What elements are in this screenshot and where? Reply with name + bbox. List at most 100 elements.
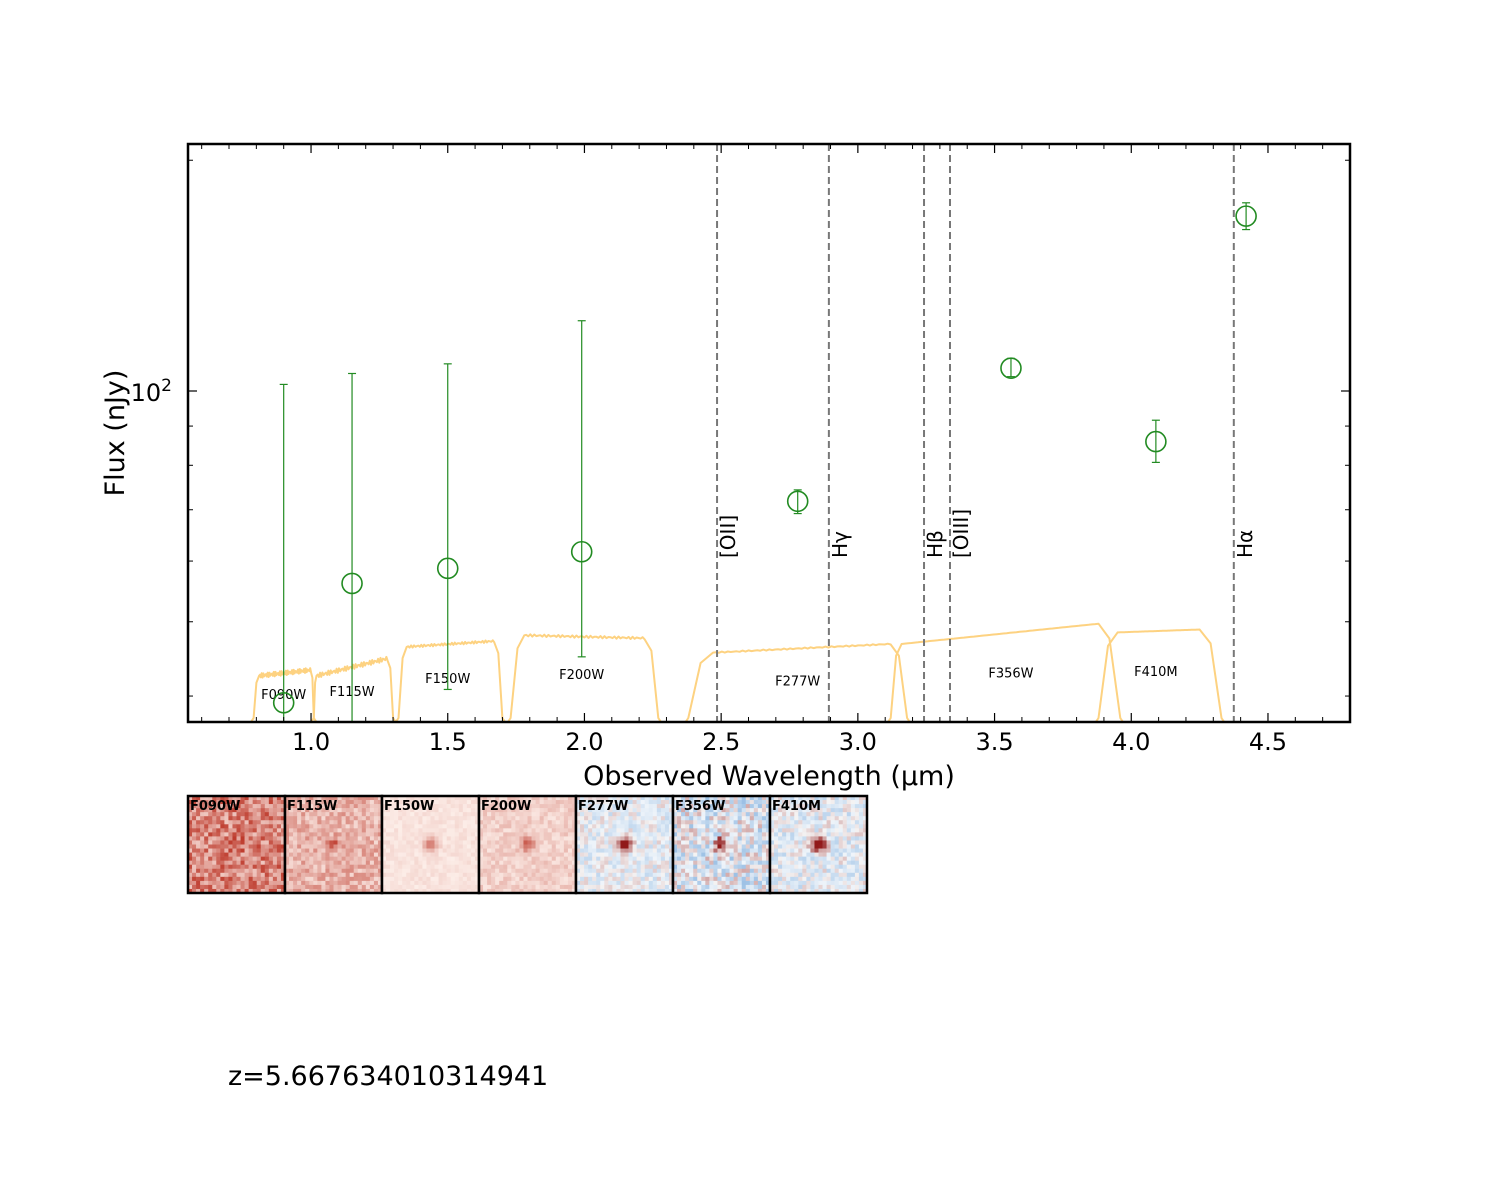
cutout-pixel xyxy=(604,800,609,805)
cutout-pixel xyxy=(515,880,520,886)
cutout-pixel xyxy=(774,856,779,861)
cutout-pixel xyxy=(208,828,213,833)
cutout-pixel xyxy=(280,856,286,861)
cutout-pixel xyxy=(454,808,460,813)
cutout-pixel xyxy=(244,820,249,825)
cutout-pixel xyxy=(632,816,637,821)
cutout-pixel xyxy=(454,876,460,882)
cutout-pixel xyxy=(301,880,306,886)
cutout-pixel xyxy=(854,836,860,841)
cutout-pixel xyxy=(535,832,540,837)
cutout-pixel xyxy=(592,796,597,801)
data-point-4 xyxy=(786,489,809,515)
cutout-pixel xyxy=(305,872,310,878)
cutout-pixel xyxy=(628,796,633,801)
cutout-pixel xyxy=(543,832,549,837)
cutout-pixel xyxy=(543,864,549,870)
cutout-pixel xyxy=(693,868,698,874)
cutout-pixel xyxy=(507,872,512,878)
cutout-pixel xyxy=(733,836,738,841)
cutout-pixel xyxy=(345,860,350,866)
cutout-pixel xyxy=(709,828,714,833)
cutout-pixel xyxy=(511,860,516,866)
cutout-pixel xyxy=(309,864,314,870)
cutout-pixel xyxy=(705,796,710,801)
cutout-pixel xyxy=(838,876,844,882)
cutout-pixel xyxy=(636,820,641,825)
cutout-pixel xyxy=(765,836,771,841)
cutout-pixel xyxy=(774,836,779,841)
cutout-pixel xyxy=(701,812,706,817)
cutout-pixel xyxy=(216,848,221,853)
cutout-pixel xyxy=(814,884,819,890)
cutout-pixel xyxy=(325,828,330,833)
cutout-pixel xyxy=(386,840,391,845)
cutout-pixel xyxy=(725,844,730,849)
cutout-pixel xyxy=(313,888,318,894)
cutout-pixel xyxy=(717,860,722,866)
cutout-pixel xyxy=(321,884,326,890)
cutout-pixel xyxy=(369,816,375,821)
cutout-pixel xyxy=(260,876,266,882)
cutout-pixel xyxy=(345,828,350,833)
cutout-pixel xyxy=(604,828,609,833)
cutout-pixel xyxy=(244,800,249,805)
cutout-pixel xyxy=(592,804,597,809)
cutout-pixel xyxy=(454,800,460,805)
cutout-pixel xyxy=(664,848,670,853)
cutout-pixel xyxy=(204,836,209,841)
cutout-pixel xyxy=(434,824,439,829)
cutout-pixel xyxy=(507,856,512,861)
cutout-pixel xyxy=(689,852,694,857)
cutout-pixel xyxy=(660,848,666,853)
cutout-pixel xyxy=(770,872,775,878)
cutout-pixel xyxy=(321,816,326,821)
cutout-pixel xyxy=(458,828,464,833)
cutout-pixel xyxy=(200,860,205,866)
cutout-pixel xyxy=(248,872,253,878)
cutout-pixel xyxy=(717,804,722,809)
cutout-pixel xyxy=(377,844,383,849)
cutout-pixel xyxy=(693,796,698,801)
cutout-pixel xyxy=(458,800,464,805)
cutout-pixel xyxy=(256,812,262,817)
cutout-pixel xyxy=(535,816,540,821)
cutout-pixel xyxy=(681,804,686,809)
cutout-pixel xyxy=(713,796,718,801)
cutout-pixel xyxy=(301,808,306,813)
cutout-pixel xyxy=(224,816,229,821)
cutout-pixel xyxy=(782,816,787,821)
cutout-pixel xyxy=(301,884,306,890)
cutout-pixel xyxy=(555,864,561,870)
cutout-pixel xyxy=(386,872,391,878)
cutout-pixel xyxy=(301,860,306,866)
cutout-pixel xyxy=(778,840,783,845)
cutout-pixel xyxy=(576,852,581,857)
cutout-pixel xyxy=(761,856,767,861)
cutout-pixel xyxy=(794,812,799,817)
cutout-pixel xyxy=(450,816,456,821)
cutout-pixel xyxy=(341,824,346,829)
cutout-pixel xyxy=(745,864,751,870)
cutout-pixel xyxy=(588,808,593,813)
cutout-pixel xyxy=(725,848,730,853)
cutout-pixel xyxy=(317,796,322,801)
cutout-pixel xyxy=(390,868,395,874)
cutout-pixel xyxy=(212,812,217,817)
cutout-pixel xyxy=(333,872,338,878)
cutout-pixel xyxy=(406,804,411,809)
cutout-pixel xyxy=(519,884,524,890)
cutout-pixel xyxy=(765,864,771,870)
cutout-pixel xyxy=(394,828,399,833)
cutout-pixel xyxy=(660,860,666,866)
cutout-pixel xyxy=(503,852,508,857)
cutout-pixel xyxy=(418,812,423,817)
cutout-pixel xyxy=(774,832,779,837)
cutout-pixel xyxy=(576,828,581,833)
marker-0 xyxy=(272,691,295,714)
cutout-pixel xyxy=(276,860,282,866)
cutout-pixel xyxy=(826,836,831,841)
cutout-pixel xyxy=(592,840,597,845)
cutout-pixel xyxy=(717,852,722,857)
cutout-pixel xyxy=(656,828,662,833)
